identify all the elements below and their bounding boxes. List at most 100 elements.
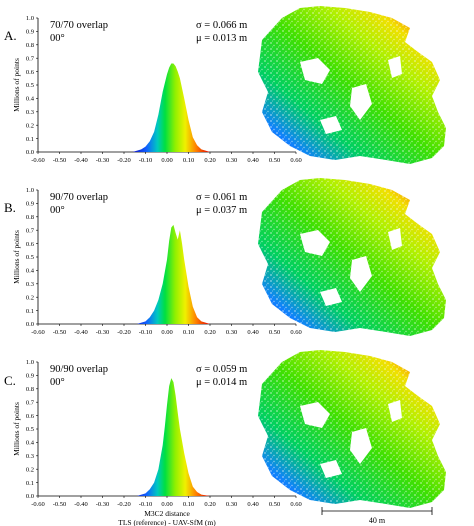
histogram-area	[136, 378, 210, 496]
x-tick-label: 0.30	[226, 501, 237, 508]
y-axis-label: Millions of points	[12, 402, 21, 456]
x-tick-label: 0.10	[183, 157, 194, 164]
y-tick-label: 0.1	[26, 308, 34, 315]
x-tick-label: -0.50	[53, 501, 67, 508]
map-gap	[350, 428, 372, 464]
x-tick-label: 0.60	[290, 501, 301, 508]
x-tick-label: 0.00	[161, 157, 172, 164]
overlap-label: 70/70 overlap	[50, 20, 108, 31]
x-tick-label: -0.10	[139, 157, 153, 164]
y-tick-label: 0.9	[26, 29, 34, 36]
y-tick-label: 0.2	[26, 294, 34, 301]
y-tick-label: 0.3	[26, 109, 34, 116]
y-tick-label: 0.3	[26, 453, 34, 460]
y-tick-label: 1.0	[26, 15, 34, 22]
y-tick-label: 0.5	[26, 82, 34, 89]
x-tick-label: 0.10	[183, 329, 194, 336]
overlap-label: 90/70 overlap	[50, 192, 108, 203]
y-tick-label: 0.1	[26, 136, 34, 143]
histogram-panel: B. 0.0 0.1 0.2 0.3 0.4 0.5 0.6 0.7 0.8 0.9 1.0 -0.60…	[4, 187, 302, 336]
angle-label: 00°	[50, 377, 65, 388]
y-tick-label: 1.0	[26, 187, 34, 194]
x-tick-label: -0.40	[74, 329, 88, 336]
point-cloud-map	[258, 6, 446, 164]
y-tick-label: 0.0	[26, 149, 34, 156]
x-tick-label: 0.50	[269, 501, 280, 508]
y-axis-label: Millions of points	[12, 230, 21, 284]
x-tick-label: -0.40	[74, 501, 88, 508]
y-tick-label: 0.6	[26, 413, 35, 420]
map-gap	[388, 56, 402, 78]
y-tick-label: 0.7	[26, 227, 35, 234]
x-tick-label: 0.00	[161, 501, 172, 508]
mu-label: μ = 0.014 m	[196, 377, 247, 388]
x-tick-label: 0.50	[269, 329, 280, 336]
y-tick-label: 0.2	[26, 466, 34, 473]
overlap-label: 90/90 overlap	[50, 364, 108, 375]
x-tick-label: 0.50	[269, 157, 280, 164]
histogram-area	[136, 224, 210, 324]
y-tick-label: 0.4	[26, 268, 35, 275]
y-tick-label: 0.8	[26, 214, 34, 221]
x-tick-label: 0.40	[247, 157, 258, 164]
x-tick-label: -0.20	[117, 329, 131, 336]
x-axis-label-line1: M3C2 distance	[144, 509, 190, 518]
map-gap	[320, 116, 342, 134]
x-tick-label: 0.60	[290, 157, 301, 164]
sigma-label: σ = 0.059 m	[196, 364, 247, 375]
y-tick-label: 0.9	[26, 201, 34, 208]
x-tick-label: 0.20	[204, 501, 215, 508]
x-tick-label: -0.10	[139, 329, 153, 336]
x-tick-label: 0.00	[161, 329, 172, 336]
map-gap	[350, 256, 372, 292]
y-tick-label: 0.8	[26, 42, 34, 49]
x-tick-label: -0.30	[96, 157, 110, 164]
map-gap	[300, 230, 330, 256]
y-tick-label: 0.7	[26, 399, 35, 406]
histogram-panel: A. 0.0 0.1 0.2 0.3 0.4 0.5 0.6 0.7 0.8 0.9 1.0 -0.60…	[4, 15, 302, 164]
x-tick-label: 0.60	[290, 329, 301, 336]
sigma-label: σ = 0.066 m	[196, 20, 247, 31]
x-tick-label: -0.50	[53, 157, 67, 164]
y-tick-label: 0.6	[26, 69, 35, 76]
angle-label: 00°	[50, 205, 65, 216]
x-tick-label: 0.30	[226, 329, 237, 336]
x-tick-label: -0.30	[96, 501, 110, 508]
mu-label: μ = 0.013 m	[196, 33, 247, 44]
map-gap	[388, 228, 402, 250]
map-gap	[300, 402, 330, 428]
x-tick-label: -0.40	[74, 157, 88, 164]
x-tick-label: -0.10	[139, 501, 153, 508]
x-tick-label: 0.20	[204, 329, 215, 336]
point-cloud-map	[258, 350, 446, 508]
panel-letter: A.	[4, 28, 17, 43]
y-tick-label: 0.1	[26, 480, 34, 487]
y-tick-label: 0.5	[26, 426, 34, 433]
map-texture	[258, 350, 446, 508]
map-gap	[350, 84, 372, 120]
sigma-label: σ = 0.061 m	[196, 192, 247, 203]
x-tick-label: -0.50	[53, 329, 67, 336]
y-tick-label: 0.9	[26, 373, 34, 380]
x-tick-label: -0.20	[117, 157, 131, 164]
map-gap	[388, 400, 402, 422]
angle-label: 00°	[50, 33, 65, 44]
x-axis-label-line2: TLS (reference) - UAV-SfM (m)	[118, 518, 216, 526]
x-tick-label: 0.40	[247, 501, 258, 508]
point-cloud-map	[258, 178, 446, 336]
x-tick-label: -0.20	[117, 501, 131, 508]
y-tick-label: 1.0	[26, 359, 34, 366]
x-tick-label: 0.20	[204, 157, 215, 164]
x-tick-label: -0.30	[96, 329, 110, 336]
y-tick-label: 0.2	[26, 122, 34, 129]
histogram-area	[132, 63, 210, 153]
y-tick-label: 0.7	[26, 55, 35, 62]
y-tick-label: 0.5	[26, 254, 34, 261]
map-texture	[258, 178, 446, 336]
map-gap	[320, 460, 342, 478]
y-tick-label: 0.0	[26, 493, 34, 500]
histogram-panel: C. 0.0 0.1 0.2 0.3 0.4 0.5 0.6 0.7 0.8 0.9 1.0 -0.60…	[4, 359, 302, 526]
y-tick-label: 0.0	[26, 321, 34, 328]
y-tick-label: 0.3	[26, 281, 34, 288]
